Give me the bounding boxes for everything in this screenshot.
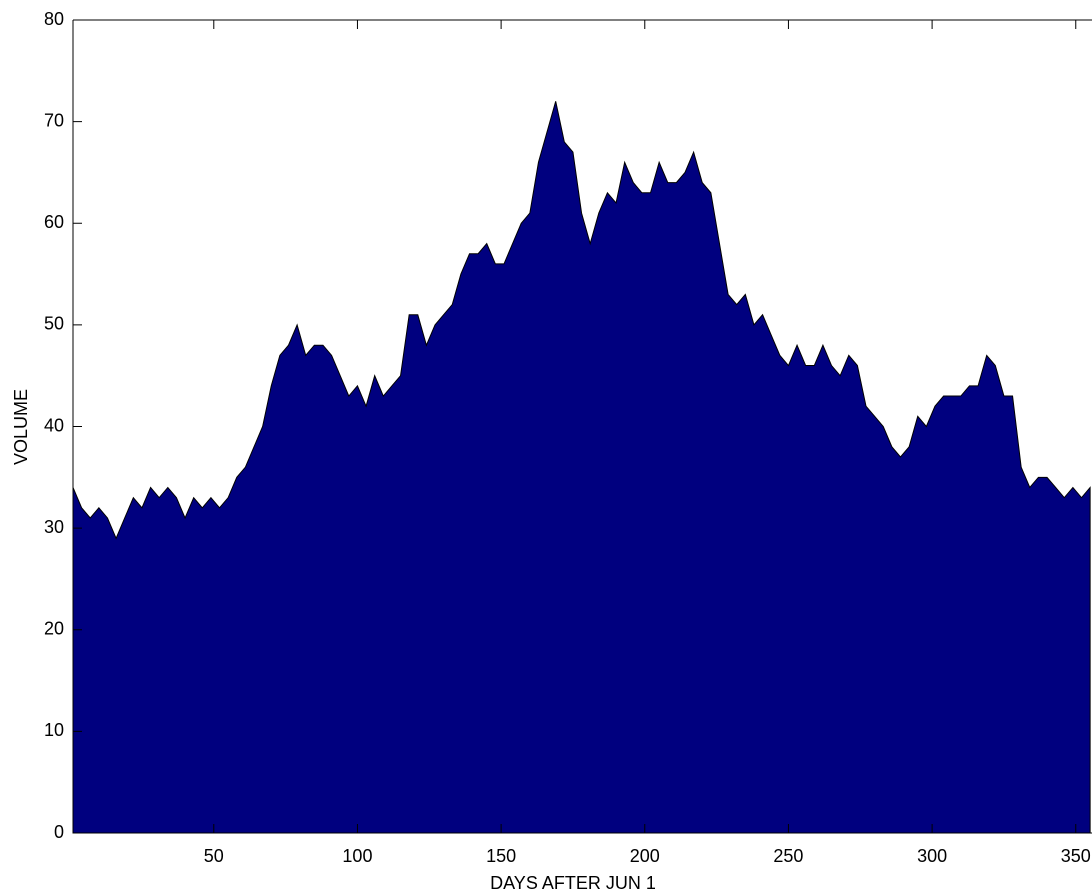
y-tick-label: 0 xyxy=(54,822,64,842)
area xyxy=(72,101,1091,834)
x-tick-label: 100 xyxy=(342,846,372,866)
x-tick-label: 50 xyxy=(204,846,224,866)
x-axis-label: DAYS AFTER JUN 1 xyxy=(490,873,656,893)
x-tick-label: 150 xyxy=(486,846,516,866)
y-tick-label: 80 xyxy=(44,9,64,29)
y-tick-label: 50 xyxy=(44,314,64,334)
y-tick-label: 70 xyxy=(44,110,64,130)
y-tick-label: 60 xyxy=(44,212,64,232)
y-tick-label: 20 xyxy=(44,619,64,639)
x-tick-label: 250 xyxy=(773,846,803,866)
y-tick-label: 30 xyxy=(44,517,64,537)
x-tick-label: 350 xyxy=(1061,846,1091,866)
y-axis-label: VOLUME xyxy=(11,389,31,465)
x-tick-label: 300 xyxy=(917,846,947,866)
y-tick-label: 10 xyxy=(44,720,64,740)
y-tick-label: 40 xyxy=(44,415,64,435)
x-tick-label: 200 xyxy=(630,846,660,866)
